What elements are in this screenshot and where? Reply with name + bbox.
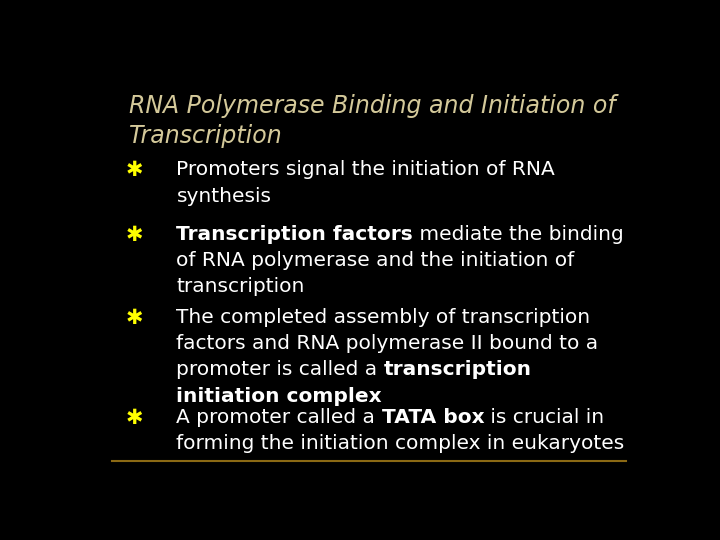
Text: of RNA polymerase and the initiation of: of RNA polymerase and the initiation of <box>176 251 575 270</box>
Text: forming the initiation complex in eukaryotes: forming the initiation complex in eukary… <box>176 434 625 453</box>
Text: ✱: ✱ <box>126 308 143 328</box>
Text: Promoters signal the initiation of RNA: Promoters signal the initiation of RNA <box>176 160 555 179</box>
Text: RNA Polymerase Binding and Initiation of
Transcription: RNA Polymerase Binding and Initiation of… <box>129 94 616 147</box>
Text: Transcription factors: Transcription factors <box>176 225 413 244</box>
Text: transcription: transcription <box>176 277 305 296</box>
Text: transcription: transcription <box>384 360 532 380</box>
Text: ✱: ✱ <box>126 408 143 428</box>
Text: The completed assembly of transcription: The completed assembly of transcription <box>176 308 590 327</box>
Text: mediate the binding: mediate the binding <box>413 225 624 244</box>
Text: ✱: ✱ <box>126 225 143 245</box>
Text: factors and RNA polymerase II bound to a: factors and RNA polymerase II bound to a <box>176 334 598 353</box>
Text: initiation complex: initiation complex <box>176 387 382 406</box>
Text: ✱: ✱ <box>126 160 143 180</box>
Text: synthesis: synthesis <box>176 187 271 206</box>
Text: A promoter called a: A promoter called a <box>176 408 382 427</box>
Text: TATA box: TATA box <box>382 408 485 427</box>
Text: is crucial in: is crucial in <box>485 408 605 427</box>
Text: promoter is called a: promoter is called a <box>176 360 384 380</box>
